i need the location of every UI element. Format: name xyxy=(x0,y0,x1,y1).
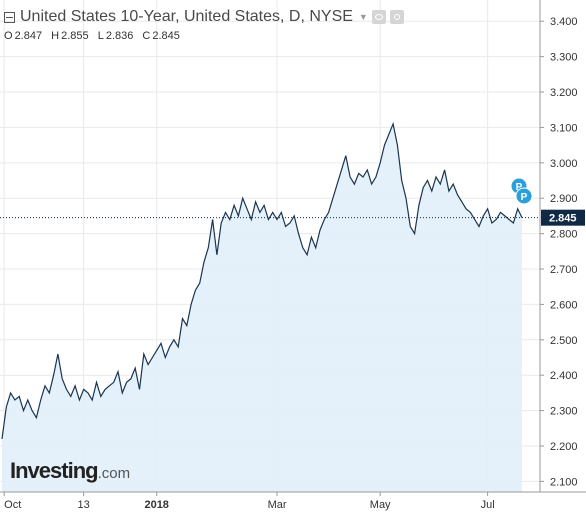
y-tick-label: 3.200 xyxy=(550,87,578,99)
x-tick-label: May xyxy=(370,499,391,511)
current-price-label: 2.845 xyxy=(549,213,577,225)
x-tick-label: Mar xyxy=(268,499,287,511)
chart-header: United States 10-Year, United States, D,… xyxy=(4,6,404,28)
ohlc-close: C 2.845 xyxy=(142,30,180,42)
y-tick-label: 2.900 xyxy=(550,193,578,205)
chevron-down-icon[interactable]: ▼ xyxy=(358,12,368,22)
chart-title: United States 10-Year, United States, D,… xyxy=(20,8,353,25)
y-tick-label: 3.000 xyxy=(550,158,578,170)
y-tick-label: 2.800 xyxy=(550,229,578,241)
ohlc-legend: O 2.847 H 2.855 L 2.836 C 2.845 xyxy=(4,30,186,42)
event-marker-label: P xyxy=(521,192,528,203)
current-price-badge-bg xyxy=(541,209,585,226)
price-area xyxy=(2,123,522,493)
ohlc-high: H 2.855 xyxy=(51,30,89,42)
y-tick-label: 2.400 xyxy=(550,370,578,382)
x-tick-label: Jul xyxy=(481,499,495,511)
y-tick-label: 3.300 xyxy=(550,52,578,64)
x-tick-label: Oct xyxy=(4,499,21,511)
y-tick-label: 2.300 xyxy=(550,406,578,418)
eye-icon[interactable] xyxy=(371,10,386,24)
current-price-badge: 2.845 xyxy=(541,209,585,226)
x-tick-label: 13 xyxy=(78,499,90,511)
time-axis[interactable]: Oct 13 2018 Mar May Jul xyxy=(3,492,495,511)
y-tick-label: 2.500 xyxy=(550,335,578,347)
x-tick-label: 2018 xyxy=(144,499,168,511)
y-tick-label: 2.600 xyxy=(550,299,578,311)
y-tick-label: 2.700 xyxy=(550,264,578,276)
y-tick-label: 2.200 xyxy=(550,441,578,453)
price-line xyxy=(1,121,523,439)
event-marker[interactable] xyxy=(515,187,533,205)
ohlc-low: L 2.836 xyxy=(97,30,134,42)
y-tick-label: 2.100 xyxy=(550,476,578,488)
investing-logo: Investing.com xyxy=(10,458,131,483)
ohlc-open: O 2.847 xyxy=(4,30,43,42)
collapse-icon[interactable] xyxy=(4,11,15,23)
y-tick-label: 3.400 xyxy=(550,16,578,28)
event-markers[interactable]: PP xyxy=(510,177,533,205)
y-tick-label: 3.100 xyxy=(550,122,578,134)
gear-icon[interactable] xyxy=(389,10,404,24)
event-marker-label: P xyxy=(516,182,523,193)
price-axis[interactable]: 3.400 3.300 3.200 3.100 3.000 2.900 2.800 2.700… xyxy=(540,16,578,488)
